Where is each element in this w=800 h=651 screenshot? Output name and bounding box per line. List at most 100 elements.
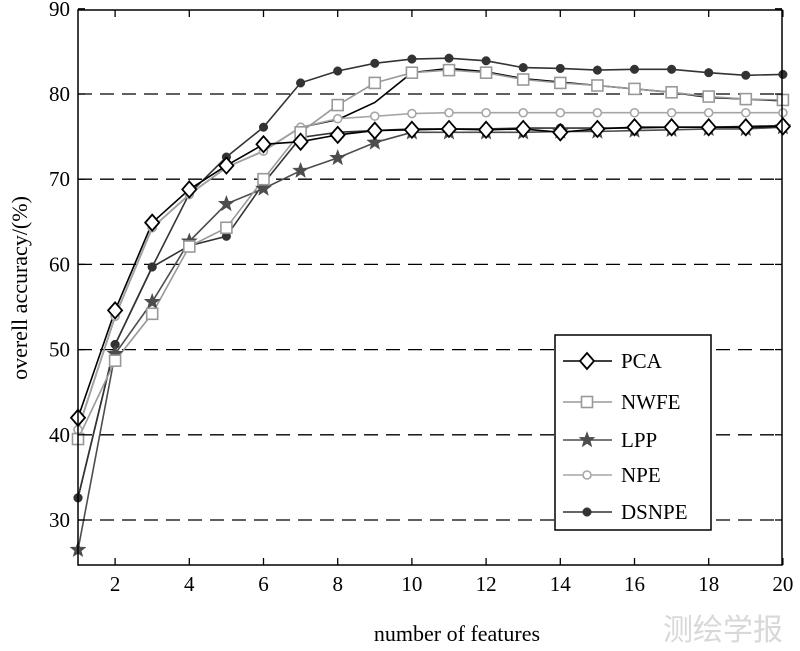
data-point-npe (407, 108, 417, 119)
legend-marker-lpp (578, 431, 596, 448)
data-point-nwfe (739, 92, 753, 106)
x-tick-labels: 2 4 6 8 10 12 14 16 18 20 (110, 572, 794, 596)
y-tick-label: 30 (49, 508, 70, 532)
legend-label-npe: NPE (621, 463, 661, 487)
extra-point-1 (370, 58, 380, 68)
legend-marker-pca (578, 351, 596, 371)
data-point-nwfe (368, 76, 382, 90)
data-point-pca (403, 120, 421, 140)
extra-point-1 (704, 68, 714, 78)
x-tick-label: 8 (332, 572, 343, 596)
y-tick-label: 40 (49, 423, 70, 447)
legend-label-lpp: LPP (621, 428, 657, 452)
extra-point-1 (518, 63, 528, 73)
data-point-nwfe (331, 98, 345, 112)
data-point-lpp (255, 179, 272, 196)
data-point-npe (629, 107, 640, 118)
data-point-npe (778, 107, 788, 118)
data-point-nwfe (405, 66, 419, 79)
data-point-npe (555, 107, 566, 118)
data-point-dsnpe (147, 262, 157, 272)
extra-point-1 (629, 64, 640, 74)
x-tick-label: 6 (258, 572, 269, 596)
data-point-npe (332, 113, 343, 124)
data-point-pca (552, 122, 569, 142)
legend: PCA NWFE LPP NPE DSNPE (554, 334, 712, 531)
data-point-npe (740, 107, 751, 118)
data-point-pca (663, 117, 680, 137)
data-point-lpp (217, 195, 235, 212)
extra-point-1 (296, 78, 306, 88)
data-point-lpp (143, 293, 161, 310)
x-tick-label: 4 (184, 572, 195, 596)
data-point-pca (106, 301, 124, 320)
grid-lines (78, 93, 782, 521)
data-point-nwfe (220, 221, 233, 235)
data-point-npe (444, 107, 454, 118)
y-axis-label: overell accuracy/(%) (7, 196, 32, 380)
extra-point-1 (258, 122, 269, 132)
data-point-pca (515, 119, 532, 139)
data-point-pca (626, 117, 643, 137)
extra-point-1 (592, 65, 602, 75)
data-point-nwfe (183, 240, 196, 253)
x-tick-label: 18 (698, 572, 719, 596)
watermark-text: 测绘学报 (663, 613, 783, 648)
data-point-nwfe (591, 79, 604, 92)
x-tick-label: 2 (110, 572, 121, 596)
extra-point-1 (741, 70, 751, 80)
plot-frame (77, 9, 783, 566)
data-point-nwfe (628, 82, 641, 96)
data-point-pca (589, 119, 606, 139)
data-point-pca (477, 120, 495, 140)
axis-ticks (78, 8, 784, 565)
data-point-nwfe (665, 85, 678, 99)
legend-marker-nwfe (580, 395, 594, 409)
x-tick-label: 16 (624, 572, 645, 596)
data-point-pca (218, 156, 235, 175)
y-tick-label: 70 (49, 167, 70, 191)
x-tick-label: 10 (401, 572, 422, 596)
data-point-nwfe (776, 93, 790, 107)
legend-label-pca: PCA (621, 349, 663, 373)
data-point-pca (144, 213, 161, 233)
data-point-pca (366, 121, 383, 141)
extra-point-1 (555, 63, 565, 73)
data-point-nwfe (257, 172, 270, 186)
y-tick-label: 60 (49, 252, 70, 276)
data-point-npe (666, 107, 677, 118)
data-point-lpp (292, 161, 310, 178)
extra-point-1 (667, 64, 677, 74)
legend-marker-npe (582, 470, 592, 480)
data-point-npe (518, 107, 529, 118)
y-tick-labels: 30 40 50 60 70 80 90 (49, 0, 70, 532)
series-line-lpp (77, 126, 783, 550)
x-axis-label: number of features (374, 621, 540, 646)
x-tick-label: 20 (772, 572, 793, 596)
y-tick-label: 90 (49, 0, 70, 21)
data-point-lpp (329, 149, 347, 166)
x-tick-label: 14 (550, 572, 572, 596)
data-point-pca (292, 132, 309, 152)
extra-point-1 (333, 66, 343, 76)
data-point-npe (592, 107, 603, 118)
extra-point-1 (407, 54, 417, 64)
data-point-npe (481, 107, 491, 118)
legend-label-nwfe: NWFE (621, 390, 681, 414)
data-point-nwfe (442, 63, 456, 77)
data-point-pca (181, 180, 198, 199)
y-tick-label: 50 (49, 338, 70, 362)
extra-point-1 (778, 69, 788, 79)
data-point-pca (440, 119, 458, 139)
data-point-pca (774, 117, 792, 136)
extra-point-1 (481, 56, 491, 66)
data-point-npe (703, 107, 714, 118)
data-point-pca (329, 125, 346, 145)
data-point-pca (255, 134, 272, 154)
data-point-pca (700, 117, 717, 137)
legend-label-dsnpe: DSNPE (621, 500, 688, 524)
data-point-nwfe (145, 307, 159, 321)
legend-marker-dsnpe (582, 507, 592, 517)
data-point-npe (369, 111, 380, 121)
